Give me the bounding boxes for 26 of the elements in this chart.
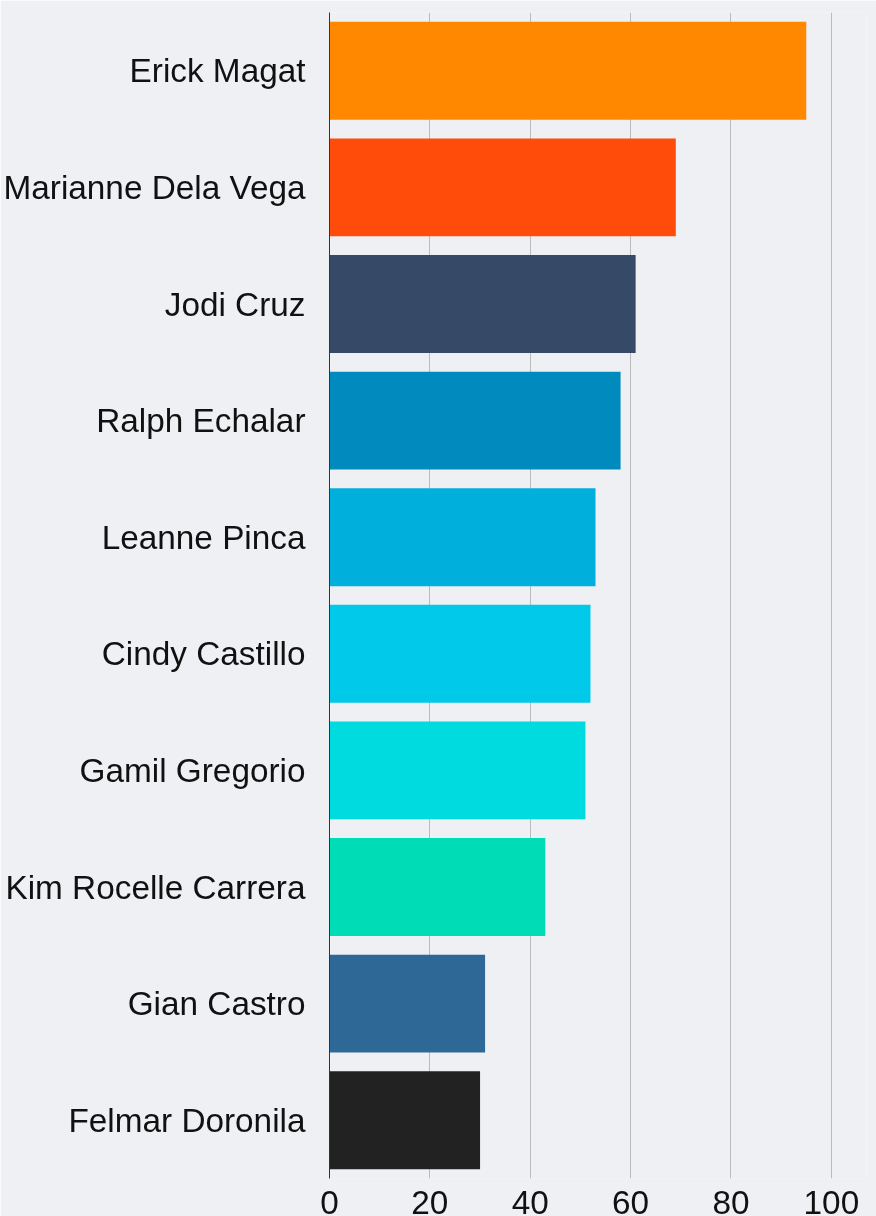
y-tick-label: Leanne Pinca [101,518,306,556]
x-tick-label: 40 [511,1183,549,1216]
bar [329,1071,481,1170]
x-tick-label: 0 [320,1183,339,1216]
bar [329,255,636,353]
bar [329,604,591,703]
y-tick-label: Cindy Castillo [101,635,306,673]
y-tick-label: Jodi Cruz [164,285,306,323]
y-tick-label: Gian Castro [127,985,306,1023]
x-tick-label: 80 [712,1183,750,1216]
bar [329,371,621,470]
x-tick-label: 100 [803,1183,860,1216]
y-tick-label: Kim Rocelle Carrera [5,868,306,906]
y-tick-label: Ralph Echalar [96,402,306,440]
y-tick-label: Felmar Doronila [68,1101,306,1139]
y-tick-label: Marianne Dela Vega [3,168,306,206]
y-tick-label: Erick Magat [129,52,307,90]
bar [329,138,676,237]
bar [329,954,486,1053]
bar [329,721,586,820]
y-tick-label: Gamil Gregorio [79,751,306,789]
x-tick-label: 60 [612,1183,650,1216]
bar [329,21,807,120]
x-tick-label: 20 [411,1183,449,1216]
bar [329,838,546,936]
bar [329,488,596,587]
